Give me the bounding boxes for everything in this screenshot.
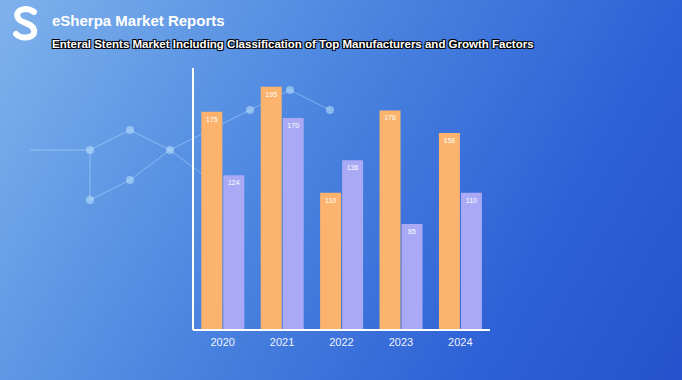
svg-text:2020: 2020	[210, 336, 234, 348]
svg-text:2021: 2021	[270, 336, 294, 348]
svg-text:175: 175	[206, 116, 218, 123]
svg-text:136: 136	[347, 164, 359, 171]
svg-text:170: 170	[287, 122, 299, 129]
svg-text:110: 110	[325, 197, 336, 204]
svg-text:2024: 2024	[448, 336, 472, 348]
html-text:Enteral Stents Market Includin: Enteral Stents Market Including Classifi…	[52, 38, 534, 50]
svg-text:124: 124	[228, 179, 240, 186]
svg-text:195: 195	[265, 91, 277, 98]
svg-text:2022: 2022	[329, 336, 353, 348]
svg-text:85: 85	[408, 228, 416, 235]
svg-text:158: 158	[444, 137, 456, 144]
html-text:eSherpa Market Reports: eSherpa Market Reports	[52, 12, 225, 29]
svg-text:110: 110	[466, 197, 477, 204]
svg-text:176: 176	[384, 114, 396, 121]
svg-text:2023: 2023	[389, 336, 413, 348]
